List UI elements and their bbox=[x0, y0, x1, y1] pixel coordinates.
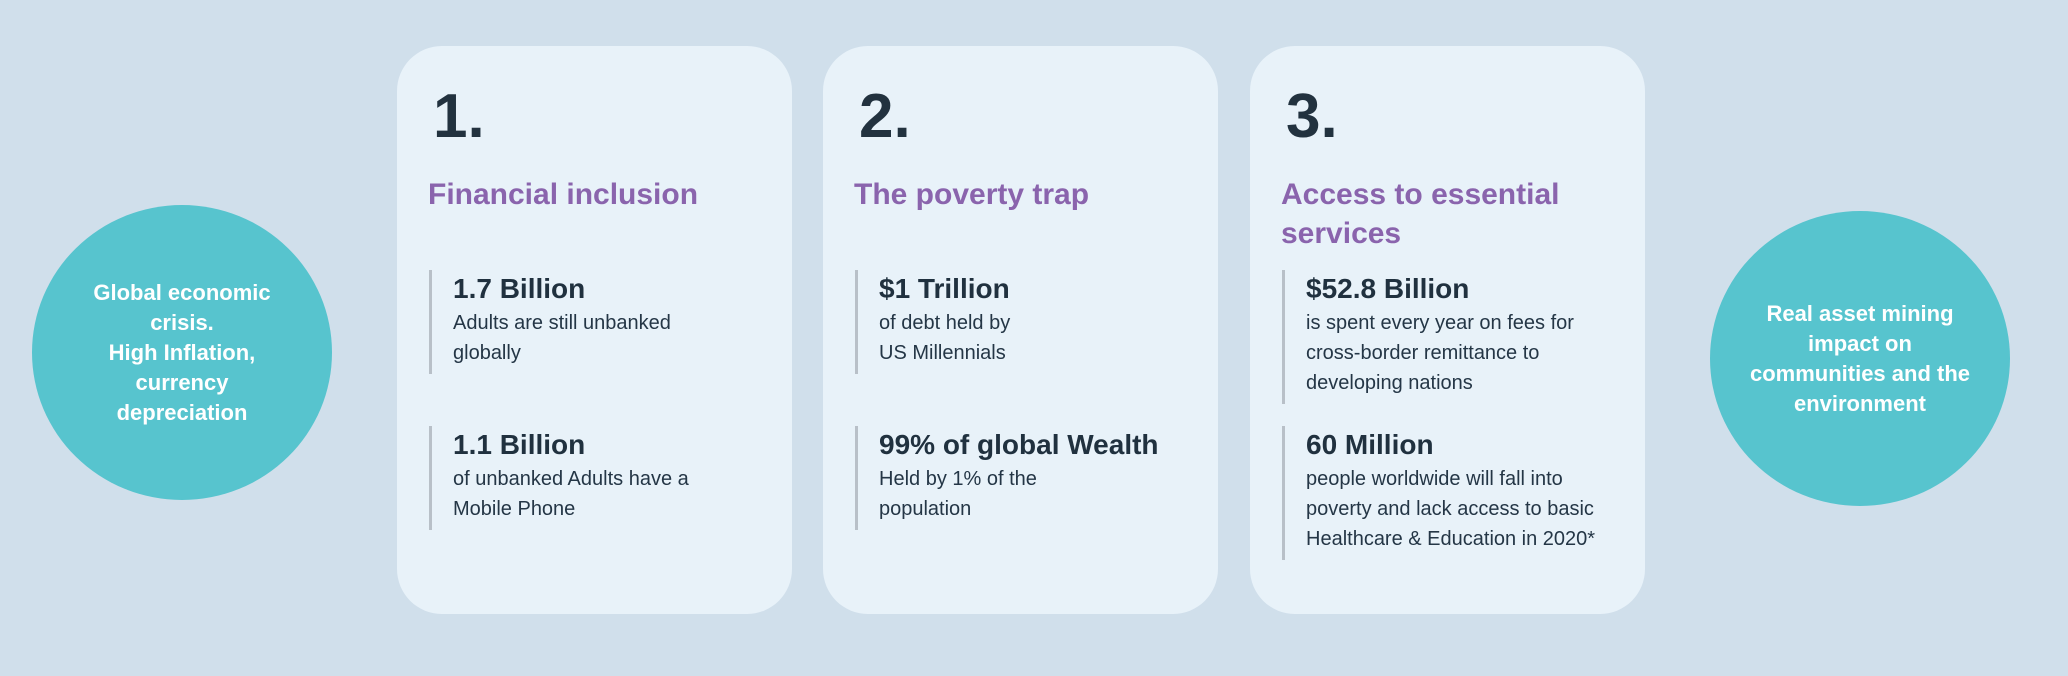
stat-description-line: people worldwide will fall into bbox=[1306, 468, 1563, 490]
stat-description-line: Mobile Phone bbox=[453, 498, 576, 520]
stat-value: 1.7 Billion bbox=[453, 273, 586, 304]
stat-millennial-debt: $1 Trillion of debt held by US Millennia… bbox=[855, 270, 1185, 374]
left-context-circle: Global economic crisis. High Inflation, … bbox=[32, 205, 332, 500]
right-circle-line: environment bbox=[1793, 390, 1926, 416]
stat-description-line: population bbox=[879, 498, 972, 520]
card-title: Access to essential services bbox=[1281, 178, 1560, 250]
stat-description-line: US Millennials bbox=[879, 342, 1006, 364]
stat-value: $52.8 Billion bbox=[1306, 273, 1470, 304]
stat-wealth-concentration: 99% of global Wealth Held by 1% of the p… bbox=[855, 426, 1185, 530]
stat-unbanked-adults: 1.7 Billion Adults are still unbanked gl… bbox=[429, 270, 759, 374]
card-financial-inclusion: 1. Financial inclusion 1.7 Billion Adult… bbox=[397, 46, 792, 614]
right-context-circle: Real asset mining impact on communities … bbox=[1710, 211, 2010, 506]
left-circle-line: currency bbox=[135, 369, 229, 395]
stat-unbanked-mobile: 1.1 Billion of unbanked Adults have a Mo… bbox=[429, 426, 759, 530]
card-title: Financial inclusion bbox=[428, 178, 699, 211]
stat-description-line: of unbanked Adults have a bbox=[453, 468, 689, 490]
stat-value: $1 Trillion bbox=[879, 273, 1010, 304]
left-circle-line: depreciation bbox=[116, 399, 248, 425]
stat-value: 1.1 Billion bbox=[453, 429, 586, 460]
card-number: 3. bbox=[1286, 82, 1338, 151]
card-access-essential-services: 3. Access to essential services $52.8 Bi… bbox=[1250, 46, 1645, 614]
left-circle-line: Global economic bbox=[93, 279, 271, 305]
right-circle-line: impact on bbox=[1808, 330, 1912, 356]
stat-description-line: Held by 1% of the bbox=[879, 468, 1037, 490]
stat-description-line: Healthcare & Education in 2020* bbox=[1306, 528, 1596, 550]
stat-description-line: developing nations bbox=[1306, 372, 1473, 394]
card-number: 2. bbox=[859, 82, 911, 151]
stat-value: 60 Million bbox=[1306, 429, 1434, 460]
stat-poverty-forecast: 60 Million people worldwide will fall in… bbox=[1282, 426, 1612, 560]
right-circle-line: communities and the bbox=[1749, 360, 1971, 386]
right-circle-line: Real asset mining bbox=[1766, 300, 1954, 326]
stat-description-line: of debt held by bbox=[879, 312, 1011, 334]
left-circle-line: High Inflation, bbox=[108, 339, 256, 365]
stat-description-line: Adults are still unbanked bbox=[453, 312, 671, 334]
stat-value: 99% of global Wealth bbox=[879, 429, 1159, 460]
right-circle-text: Real asset mining impact on communities … bbox=[1750, 299, 1970, 419]
stat-description-line: poverty and lack access to basic bbox=[1306, 498, 1594, 520]
left-circle-text: Global economic crisis. High Inflation, … bbox=[93, 278, 270, 428]
card-title: The poverty trap bbox=[854, 178, 1090, 211]
stat-remittance-fees: $52.8 Billion is spent every year on fee… bbox=[1282, 270, 1612, 404]
stat-description-line: cross-border remittance to bbox=[1306, 342, 1540, 364]
stat-description-line: is spent every year on fees for bbox=[1306, 312, 1574, 334]
card-number: 1. bbox=[433, 82, 485, 151]
left-circle-line: crisis. bbox=[150, 309, 214, 335]
stat-description-line: globally bbox=[453, 342, 521, 364]
card-poverty-trap: 2. The poverty trap $1 Trillion of debt … bbox=[823, 46, 1218, 614]
